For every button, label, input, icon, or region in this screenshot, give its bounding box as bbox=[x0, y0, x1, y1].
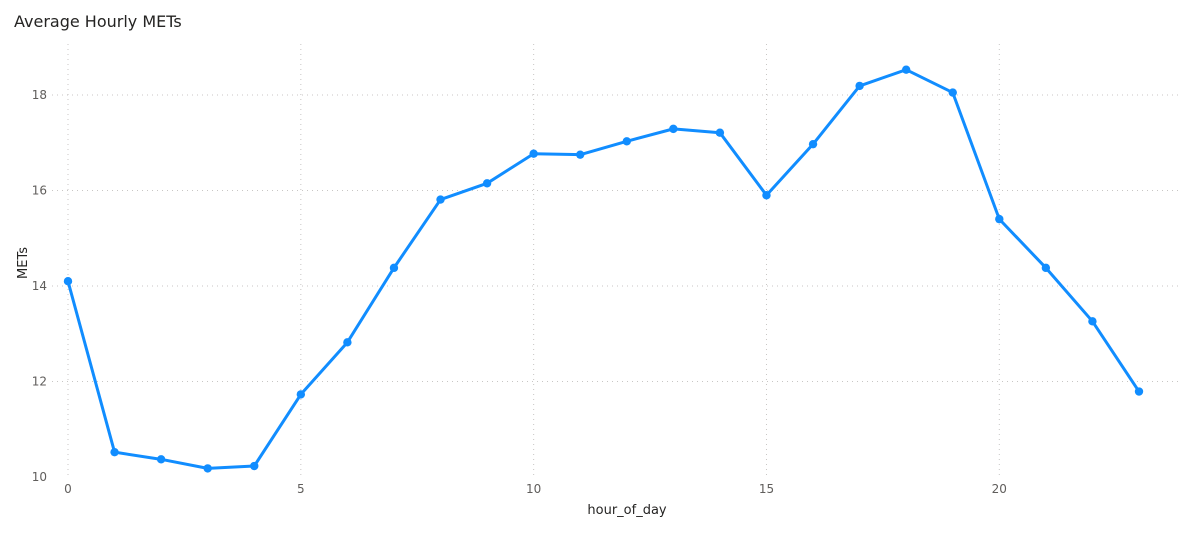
data-point[interactable] bbox=[622, 137, 631, 146]
series-group bbox=[63, 65, 1144, 473]
y-tick-label: 16 bbox=[32, 183, 47, 197]
x-tick-label: 15 bbox=[759, 482, 774, 496]
x-tick-label: 0 bbox=[64, 482, 72, 496]
gridlines bbox=[52, 44, 1180, 477]
y-tick-label: 12 bbox=[32, 374, 47, 388]
data-point[interactable] bbox=[1088, 317, 1097, 326]
data-point[interactable] bbox=[156, 455, 166, 464]
data-point[interactable] bbox=[343, 338, 352, 347]
data-point[interactable] bbox=[1041, 263, 1051, 273]
data-point[interactable] bbox=[762, 191, 771, 200]
y-tick-label: 14 bbox=[32, 279, 47, 293]
data-point[interactable] bbox=[855, 81, 864, 91]
series-line bbox=[66, 68, 1141, 470]
y-tick-label: 10 bbox=[32, 470, 47, 484]
data-point[interactable] bbox=[576, 150, 585, 159]
data-point[interactable] bbox=[808, 139, 818, 149]
x-axis-label: hour_of_day bbox=[587, 503, 667, 518]
data-point[interactable] bbox=[63, 277, 73, 286]
data-point[interactable] bbox=[529, 149, 538, 158]
data-point[interactable] bbox=[1134, 387, 1144, 396]
y-tick-label: 18 bbox=[32, 88, 47, 102]
x-tick-label: 10 bbox=[526, 482, 541, 496]
data-point[interactable] bbox=[389, 263, 399, 273]
data-point[interactable] bbox=[110, 447, 119, 457]
data-point[interactable] bbox=[203, 464, 212, 473]
data-point[interactable] bbox=[995, 214, 1004, 224]
y-axis-ticks: 10 12 14 16 18 bbox=[32, 88, 47, 484]
y-axis-label: METs bbox=[16, 247, 31, 279]
x-tick-label: 20 bbox=[992, 482, 1007, 496]
x-axis-ticks: 0 5 10 15 20 bbox=[64, 482, 1007, 496]
data-point[interactable] bbox=[669, 124, 678, 134]
data-point[interactable] bbox=[250, 461, 259, 471]
data-point[interactable] bbox=[901, 65, 911, 74]
chart-title: Average Hourly METs bbox=[14, 12, 182, 31]
data-point[interactable] bbox=[715, 128, 725, 137]
data-point[interactable] bbox=[948, 88, 957, 97]
data-point[interactable] bbox=[296, 390, 306, 399]
x-tick-label: 5 bbox=[297, 482, 305, 496]
data-point[interactable] bbox=[482, 179, 492, 188]
data-point[interactable] bbox=[436, 195, 445, 204]
